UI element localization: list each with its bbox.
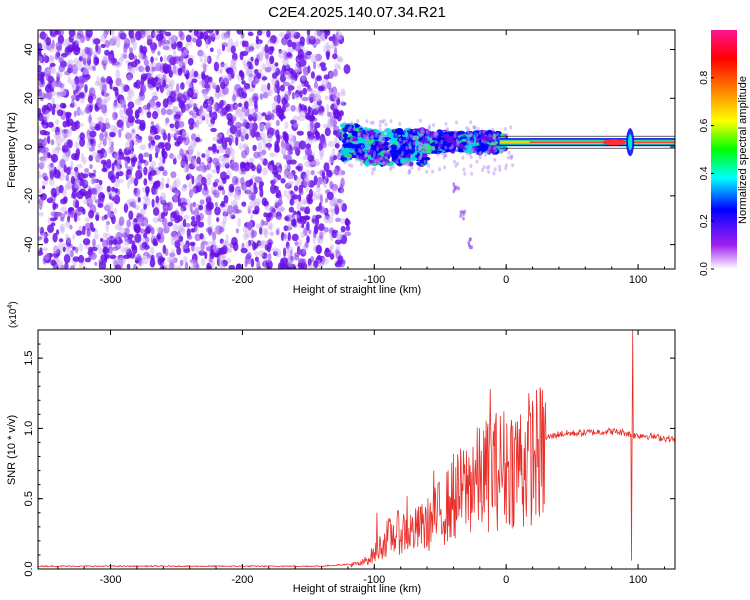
- snr-y-tick-label: 1.5: [23, 350, 35, 365]
- colorbar-tick-label: 0.2: [699, 214, 710, 228]
- colorbar-tick-label: 0.6: [699, 118, 710, 132]
- snr-x-axis-label: Height of straight line (km): [293, 583, 421, 595]
- spectrogram-x-tick-label: -200: [231, 274, 253, 286]
- snr-x-tick-label: -200: [231, 574, 253, 586]
- spectrogram-x-axis-label: Height of straight line (km): [293, 284, 421, 296]
- snr-y-tick-label: 1.0: [23, 421, 35, 436]
- snr-x-tick-label: -300: [100, 574, 122, 586]
- snr-y-tick-label: 0.5: [23, 491, 35, 506]
- snr-y-axis: 0.0 0.5 1.0 1.5: [23, 343, 675, 577]
- snr-series-line: [38, 330, 675, 568]
- colorbar: 0.0 0.2 0.4 0.6 0.8 Normalized spectral ampl…: [699, 30, 749, 276]
- snr-y-scale-text: (x104): [7, 301, 19, 328]
- spectrogram-x-tick-label: -100: [363, 274, 385, 286]
- colorbar-gradient: [711, 30, 737, 269]
- snr-y-scale-label: (x104): [7, 301, 19, 328]
- colorbar-label: Normalized spectral amplitude: [737, 76, 749, 224]
- signal-feature-95km-core: [627, 134, 633, 151]
- spectrogram-x-tick-label: 100: [629, 274, 647, 286]
- colorbar-tick-label: 0.0: [699, 262, 710, 276]
- chart-title: C2E4.2025.140.07.34.R21: [268, 4, 446, 21]
- spectrogram-y-tick-label: 40: [23, 43, 35, 55]
- colorbar-tick-label: 0.4: [699, 166, 710, 180]
- spectrogram-y-tick-label: 20: [23, 92, 35, 104]
- snr-x-tick-label: 0: [503, 574, 509, 586]
- colorbar-ticks: 0.0 0.2 0.4 0.6 0.8: [699, 70, 714, 276]
- colorbar-tick-label: 0.8: [699, 70, 710, 84]
- spectrogram-y-tick-label: -40: [23, 237, 35, 253]
- signal-line-core: [529, 141, 675, 143]
- snr-y-tick-label: 0.0: [23, 561, 35, 576]
- spectrogram-y-axis: -40 -20 0 20 40: [23, 43, 675, 253]
- snr-panel: -300 -200 -100 0 100 0.0 0.5 1.0 1.5 Height of …: [6, 301, 676, 595]
- spectrogram-x-tick-label: -300: [100, 274, 122, 286]
- snr-frame: [37, 329, 676, 570]
- snr-x-axis: -300 -200 -100 0 100: [57, 330, 665, 586]
- spectrogram-y-tick-label: 0: [23, 144, 35, 150]
- spectrogram-y-tick-label: -20: [23, 188, 35, 204]
- spectrogram-y-axis-label: Frequency (Hz): [6, 112, 18, 188]
- spectrogram-frame: [37, 29, 676, 270]
- spectrogram-x-axis: -300 -200 -100 0 100: [57, 30, 665, 286]
- snr-plot-area: [38, 330, 675, 569]
- spectrogram-heatmap: [38, 30, 675, 269]
- snr-x-tick-label: 100: [629, 574, 647, 586]
- snr-y-axis-label: SNR (10 * v/v): [6, 415, 18, 485]
- spectrogram-x-tick-label: 0: [503, 274, 509, 286]
- signal-feature-82km: [602, 139, 627, 146]
- snr-x-tick-label: -100: [363, 574, 385, 586]
